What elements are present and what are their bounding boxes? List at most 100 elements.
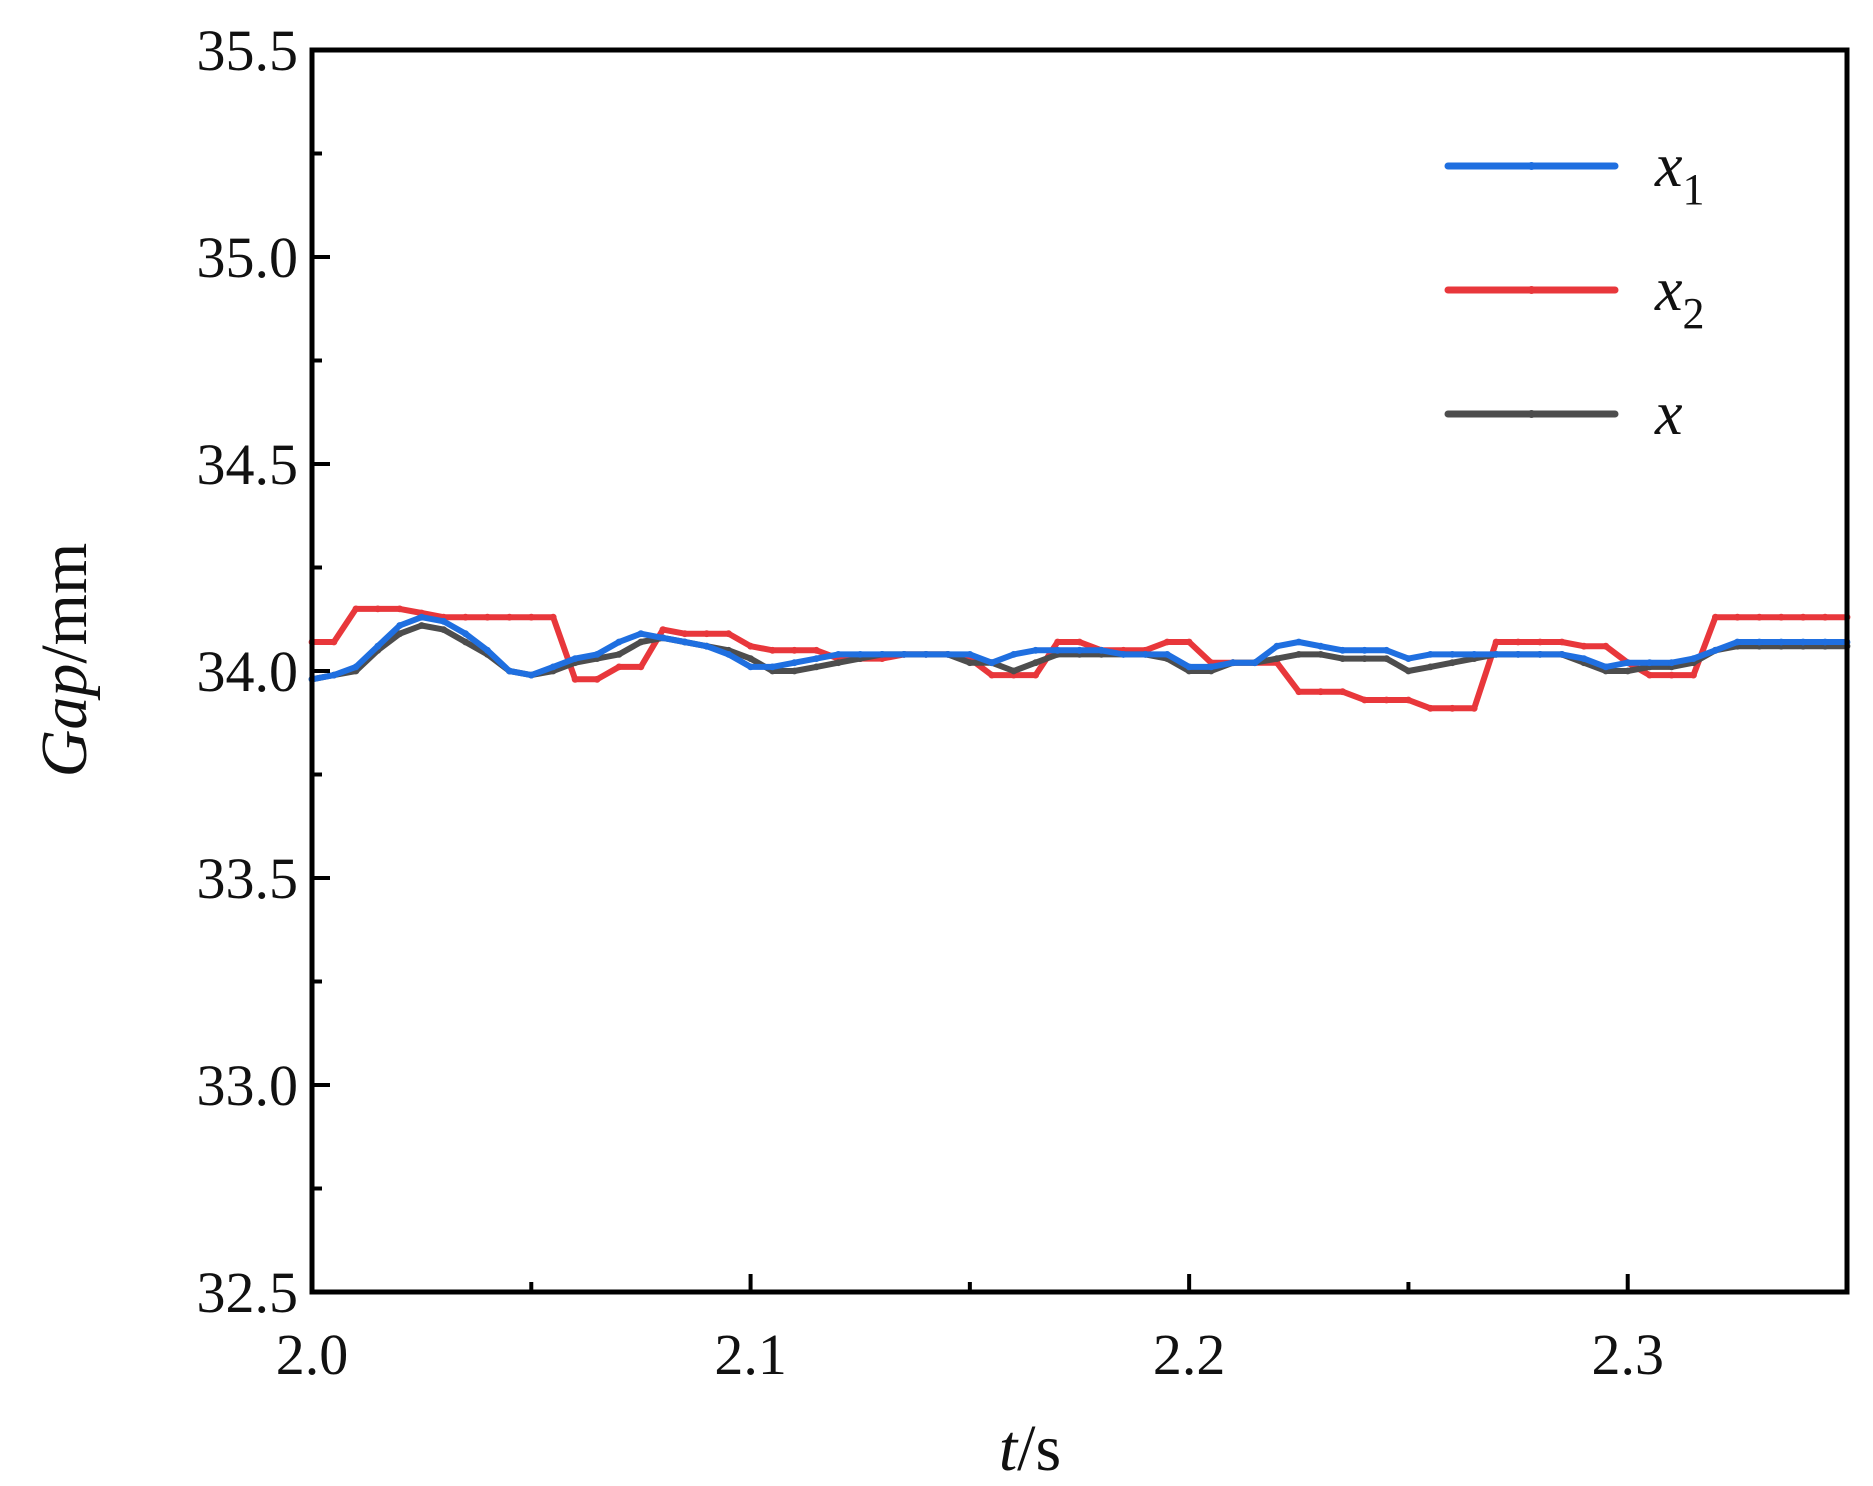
data-point (418, 613, 425, 621)
data-point (506, 613, 513, 621)
x-axis-title-var: t (999, 1412, 1019, 1485)
data-point (637, 663, 645, 671)
data-point (1010, 667, 1018, 675)
data-point (1777, 613, 1785, 621)
y-tick-label: 33.5 (197, 846, 299, 911)
data-point (1580, 655, 1588, 662)
data-point (1821, 613, 1829, 621)
data-point (1032, 659, 1039, 667)
legend-label-subscript: 1 (1683, 165, 1705, 214)
legend-item-x1: x1 (1444, 132, 1705, 214)
data-point (637, 638, 645, 646)
y-tick-label: 32.5 (197, 1260, 299, 1325)
data-point (1295, 638, 1303, 646)
data-point (374, 642, 382, 650)
y-axis-title: Gap/mm (28, 543, 101, 778)
legend-label: x (1654, 380, 1683, 448)
data-point (988, 659, 996, 667)
legend-label-subscript: 2 (1683, 289, 1705, 338)
data-point (1185, 663, 1193, 671)
legend: x1 x2 x (1444, 132, 1705, 448)
data-point (1734, 613, 1741, 621)
data-point (462, 630, 469, 638)
legend-marker (1527, 286, 1536, 294)
data-point (1405, 667, 1412, 675)
data-point (1185, 638, 1193, 646)
data-point (878, 651, 886, 658)
x-tick-label: 2.0 (276, 1322, 349, 1387)
data-point (1383, 655, 1390, 662)
data-point (571, 675, 579, 683)
data-point (1361, 646, 1368, 654)
data-point (856, 651, 864, 658)
data-point (549, 613, 557, 621)
data-point (637, 630, 645, 638)
data-point (900, 651, 908, 658)
data-point (1076, 638, 1083, 646)
y-axis-title-var: Gap (28, 664, 101, 778)
data-point (506, 667, 513, 675)
x-tick-label: 2.1 (714, 1322, 787, 1387)
legend-label: x1 (1654, 132, 1705, 214)
y-tick-label: 34.0 (197, 639, 299, 704)
data-point (1054, 638, 1061, 646)
data-point (725, 651, 732, 658)
data-point (484, 646, 491, 654)
data-point (1580, 642, 1588, 650)
legend-marker (1527, 410, 1536, 418)
data-point (791, 646, 798, 654)
data-point (1273, 642, 1281, 650)
data-point (1361, 696, 1368, 704)
data-point (1251, 659, 1259, 667)
x-tick-label: 2.2 (1153, 1322, 1226, 1387)
data-point (462, 613, 469, 621)
data-point (527, 613, 535, 621)
data-point (769, 663, 776, 671)
data-point (330, 671, 338, 679)
data-point (396, 622, 404, 629)
series-x2 (308, 605, 1851, 712)
data-point (791, 659, 798, 667)
data-point (791, 667, 798, 675)
data-point (1054, 646, 1061, 654)
data-point (440, 626, 447, 633)
data-point (1295, 688, 1303, 696)
data-point (374, 605, 382, 613)
data-point (1273, 655, 1281, 662)
data-point (1163, 651, 1171, 658)
data-point (747, 655, 754, 662)
data-point (1339, 688, 1346, 696)
data-point (593, 675, 601, 683)
data-point (1448, 659, 1456, 667)
data-point (681, 638, 689, 646)
data-point (1120, 651, 1127, 658)
data-point (1405, 696, 1412, 704)
data-point (769, 646, 776, 654)
data-point (1602, 663, 1610, 671)
data-point (1536, 651, 1544, 658)
data-point (1229, 659, 1237, 667)
data-point (440, 617, 447, 625)
data-point (1799, 613, 1807, 621)
data-point (1295, 651, 1303, 658)
data-point (922, 651, 930, 658)
data-point (1712, 613, 1719, 621)
data-point (352, 605, 360, 613)
data-point (1755, 638, 1763, 646)
svg-text:Gap/mm: Gap/mm (28, 543, 101, 778)
data-point (1690, 655, 1697, 662)
data-point (834, 659, 842, 667)
data-point (352, 663, 360, 671)
data-point (725, 630, 732, 638)
data-point (1163, 638, 1171, 646)
data-point (1317, 642, 1325, 650)
data-point (1668, 671, 1675, 679)
data-point (1514, 651, 1522, 658)
data-point (1777, 638, 1785, 646)
data-point (615, 638, 623, 646)
axes: 2.0 2.1 2.2 2.3 32.5 33.0 33.5 34.0 34.5 35.0 35.5 (197, 18, 1850, 1387)
x-tick-label: 2.3 (1591, 1322, 1664, 1387)
data-point (966, 659, 974, 667)
data-point (549, 663, 557, 671)
